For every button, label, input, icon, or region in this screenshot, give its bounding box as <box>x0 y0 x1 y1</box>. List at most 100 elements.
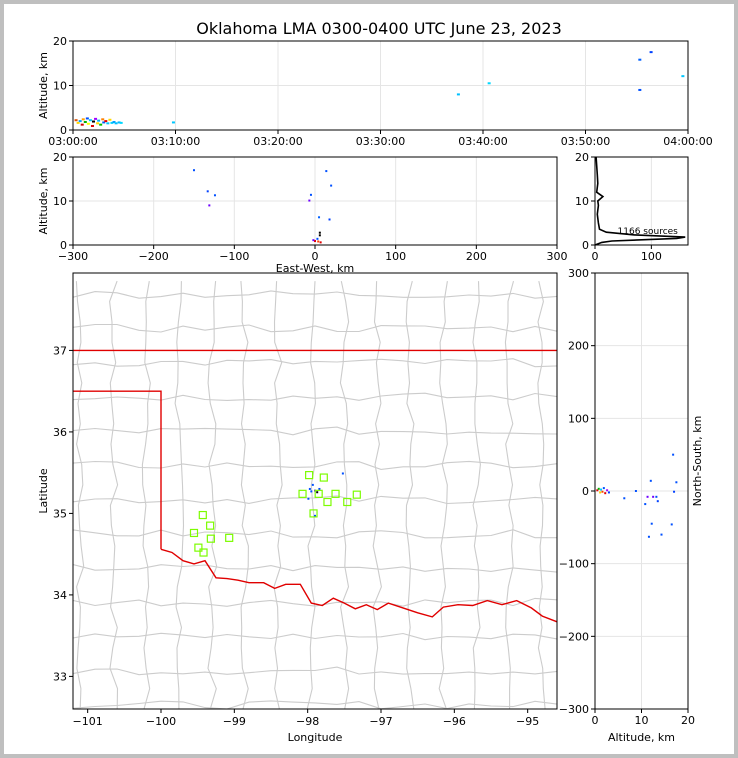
time-height-source <box>106 122 110 125</box>
ew-source <box>325 170 328 173</box>
x-tick-label: 100 <box>641 250 662 263</box>
county-line-horizontal <box>73 460 557 470</box>
time-height-source <box>102 121 106 124</box>
time-height-source <box>108 118 112 121</box>
ns-source <box>607 491 610 494</box>
y-tick-label: 300 <box>568 267 589 280</box>
ns-source <box>623 497 626 500</box>
county-line-vertical <box>109 280 119 709</box>
time-height-source <box>638 88 642 91</box>
lma-station-marker <box>198 510 207 520</box>
time-height-source <box>88 119 92 122</box>
ns-source <box>599 491 602 494</box>
y-tick-label: 34 <box>53 589 67 602</box>
x-tick-label: 0 <box>592 714 599 727</box>
lma-station-marker <box>331 489 340 498</box>
lma-station-marker <box>323 497 332 507</box>
ns-source <box>646 495 649 498</box>
x-tick-label: 03:00:00 <box>48 135 97 148</box>
y-tick-label: 35 <box>53 507 67 520</box>
x-axis-label: Longitude <box>288 731 343 744</box>
county-line-vertical <box>472 281 481 709</box>
y-tick-label: 0 <box>582 485 589 498</box>
y-tick-label: 10 <box>575 195 589 208</box>
y-axis-label: Altitude, km <box>37 167 50 234</box>
ns-source <box>670 523 673 526</box>
county-line-horizontal <box>73 666 557 676</box>
x-tick-label: −200 <box>139 250 169 263</box>
county-line-vertical <box>174 281 185 709</box>
x-tick-label: 03:20:00 <box>253 135 302 148</box>
x-tick-label: 04:00:00 <box>663 135 712 148</box>
x-tick-label: −96 <box>443 715 466 728</box>
map-basemap <box>73 280 557 709</box>
time-height-source <box>112 120 116 123</box>
y-tick-label: 20 <box>53 151 67 164</box>
y-tick-label: 0 <box>60 124 67 137</box>
state-border-red-river <box>160 548 557 623</box>
ns-source <box>672 453 675 456</box>
lma-station-marker <box>314 489 323 498</box>
time-height-source <box>92 120 95 123</box>
state-border-panhandle <box>73 390 162 550</box>
lma-station-marker <box>194 543 203 552</box>
lma-station-marker <box>305 471 314 480</box>
x-tick-label: 10 <box>635 714 649 727</box>
y-axis-label: Altitude, km <box>37 52 50 119</box>
county-line-vertical <box>537 280 546 709</box>
ew-source <box>208 204 211 207</box>
time-height-source <box>638 58 642 61</box>
county-line-horizontal <box>73 323 557 333</box>
plan-source <box>308 487 311 490</box>
county-line-horizontal <box>73 495 557 505</box>
county-line-horizontal <box>73 426 557 436</box>
x-tick-label: −100 <box>219 250 249 263</box>
y-tick-label: 36 <box>53 426 67 439</box>
ew-source <box>308 199 311 202</box>
ew-source <box>312 239 315 242</box>
lma-station-marker <box>206 521 215 530</box>
time-height-source <box>83 120 87 123</box>
ns-source <box>652 495 655 498</box>
ns-source <box>675 481 678 484</box>
x-tick-label: −95 <box>516 715 539 728</box>
time-height-source <box>74 119 78 122</box>
time-height-source <box>649 51 653 54</box>
time-height-source <box>94 117 98 120</box>
y-tick-label: 0 <box>582 239 589 252</box>
time-height-source <box>86 122 90 125</box>
y-tick-label: 10 <box>53 195 67 208</box>
county-line-horizontal <box>73 563 557 573</box>
plan-source <box>316 491 319 494</box>
y-tick-label: 33 <box>53 670 67 683</box>
time-height-source <box>99 123 103 126</box>
ns-source <box>647 535 650 538</box>
x-tick-label: 0 <box>312 250 319 263</box>
county-line-vertical <box>372 281 382 709</box>
x-tick-label: 300 <box>547 250 568 263</box>
ns-source <box>656 500 659 503</box>
county-line-horizontal <box>73 358 557 368</box>
county-line-horizontal <box>73 700 557 709</box>
time-height-panel: 03:00:00 03:10:00 03:20:00 03:30:00 03:40:00… <box>37 35 713 148</box>
county-line-vertical <box>339 280 350 709</box>
ns-source <box>597 487 600 490</box>
ns-source <box>644 503 647 506</box>
ns-source <box>596 489 599 492</box>
ew-source <box>317 240 320 243</box>
time-height-source <box>119 121 123 124</box>
ew-source <box>328 218 331 221</box>
lma-station-marker <box>199 548 208 557</box>
ew-source <box>213 194 216 197</box>
y-tick-label: 100 <box>568 412 589 425</box>
x-tick-label: 100 <box>385 250 406 263</box>
county-line-vertical <box>141 281 151 709</box>
north-south-panel: 0 10 20 −300 −200 −100 0 100 200 300 Altitude, km N… <box>559 267 704 744</box>
county-line-horizontal <box>73 597 557 607</box>
ew-source <box>318 216 321 219</box>
x-tick-label: 03:50:00 <box>561 135 610 148</box>
x-tick-label: 20 <box>681 714 695 727</box>
time-height-source <box>104 120 108 123</box>
x-axis-label: Altitude, km <box>608 731 675 744</box>
ew-source <box>330 184 333 187</box>
